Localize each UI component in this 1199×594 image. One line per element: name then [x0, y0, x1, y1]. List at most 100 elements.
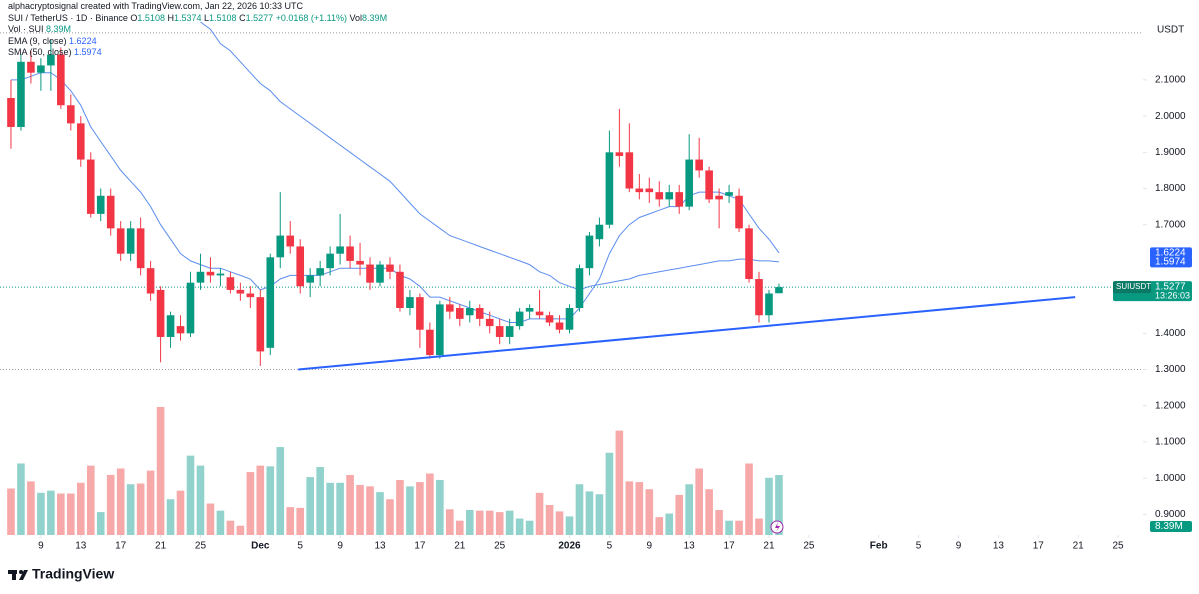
volume-bar	[316, 467, 324, 535]
y-tick-label: 1.0000	[1155, 473, 1186, 484]
last-price-label: 1.5277	[1155, 282, 1186, 293]
volume-bar	[465, 509, 474, 535]
volume-bar	[615, 430, 624, 535]
footer-logo: TradingView	[8, 566, 114, 582]
candle-body	[745, 228, 753, 280]
candle-body	[86, 159, 95, 214]
indicator-line	[11, 72, 780, 323]
event-icon-bolt	[775, 522, 780, 532]
volume-tag	[1150, 521, 1192, 532]
candle-body	[67, 105, 75, 124]
y-tick-label: 2.0000	[1155, 111, 1186, 122]
candle-body	[246, 293, 255, 298]
volume-bar	[166, 499, 175, 535]
volume-bar	[416, 482, 424, 535]
volume-bar	[17, 463, 25, 535]
ohlc-value: 1.5277	[245, 12, 274, 23]
candle-body	[475, 307, 484, 319]
candle-body	[426, 329, 434, 356]
x-tick-label: 21	[454, 541, 466, 552]
candle-body	[386, 264, 394, 272]
volume-bar	[386, 499, 394, 535]
logo-shape	[19, 570, 28, 580]
volume-bar	[426, 473, 434, 535]
value: 1.6224	[69, 35, 97, 46]
volume-bar	[396, 479, 404, 535]
ema-legend: EMA (9, close) 1.6224	[8, 36, 387, 48]
candle-body	[266, 257, 275, 348]
candle-body	[575, 268, 584, 308]
volume-bar	[725, 520, 733, 535]
candle-body	[326, 253, 334, 269]
candle-body	[286, 235, 295, 247]
volume-bar	[27, 481, 35, 535]
y-tick-label: 1.8000	[1155, 183, 1186, 194]
volume-bar	[336, 482, 344, 535]
candle-body	[765, 293, 773, 316]
volume-bar	[535, 492, 544, 535]
ohlc-label: L	[204, 12, 210, 23]
ohlc-label: O	[130, 12, 138, 23]
y-tick-label: 1.2000	[1155, 400, 1186, 411]
y-tick-label: 0.9000	[1155, 509, 1186, 520]
volume-bar	[216, 510, 225, 535]
volume-bar	[645, 489, 654, 535]
candle-body	[96, 195, 105, 214]
x-tick-label: 9	[38, 541, 44, 552]
symbol-line: SUI / TetherUS · 1D · Binance O1.5108 H1…	[8, 13, 387, 25]
candle-body	[715, 195, 723, 200]
candle-body	[755, 279, 763, 316]
volume-bar	[226, 520, 235, 535]
candle-body	[625, 152, 634, 189]
volume-bar	[765, 477, 773, 535]
candle-body	[595, 224, 604, 240]
candle-body	[136, 228, 145, 269]
ohlc-value: 1.5108	[137, 12, 165, 23]
candle-body	[505, 326, 514, 337]
symbol-tag	[1113, 281, 1151, 294]
value: 8.39M	[46, 24, 72, 34]
volume-bar	[196, 465, 205, 535]
candle-body	[396, 271, 404, 308]
candle-body	[216, 273, 225, 276]
label: EMA (9, close)	[8, 35, 67, 46]
x-tick-label: 17	[115, 541, 127, 552]
x-tick-label: 9	[647, 541, 653, 552]
x-tick-label: 5	[297, 541, 303, 552]
x-tick-label: 5	[916, 541, 922, 552]
volume-bar	[525, 520, 534, 535]
candle-body	[655, 192, 664, 200]
volume-bar	[266, 466, 275, 535]
volume-bar	[545, 504, 554, 535]
candle-body	[515, 311, 524, 327]
symbol-tag-label: SUIUSDT	[1116, 282, 1151, 291]
volume-bar	[306, 477, 314, 535]
x-tick-label: 25	[494, 541, 506, 552]
candle-body	[27, 61, 35, 73]
x-tick-label: 13	[993, 541, 1005, 552]
candle-body	[585, 235, 594, 269]
volume-tag-label: 8.39M	[1155, 521, 1183, 532]
candle-body	[406, 297, 414, 308]
x-tick-label: 9	[337, 541, 343, 552]
volume-item: Vol8.39M	[350, 13, 388, 23]
candle-body	[465, 307, 474, 316]
volume-bar	[745, 463, 753, 535]
x-tick-label: 21	[155, 541, 167, 552]
candle-body	[416, 297, 424, 330]
volume-bar	[236, 525, 245, 535]
x-tick-label: 25	[195, 541, 207, 552]
candle-body	[236, 289, 245, 294]
candle-body	[685, 159, 693, 207]
volume-bar	[635, 482, 644, 535]
candle-body	[166, 315, 175, 337]
axes: 0.9000 1.0000 1.1000 1.2000 1.3000 1.4000 1.70…	[38, 75, 1192, 552]
volume-bar	[356, 484, 364, 535]
x-tick-label: 13	[75, 541, 87, 552]
ohlc-label: C	[239, 12, 246, 23]
y-tick-label: 1.3000	[1155, 364, 1186, 375]
candle-body	[57, 54, 65, 106]
volume-bar	[436, 479, 444, 535]
